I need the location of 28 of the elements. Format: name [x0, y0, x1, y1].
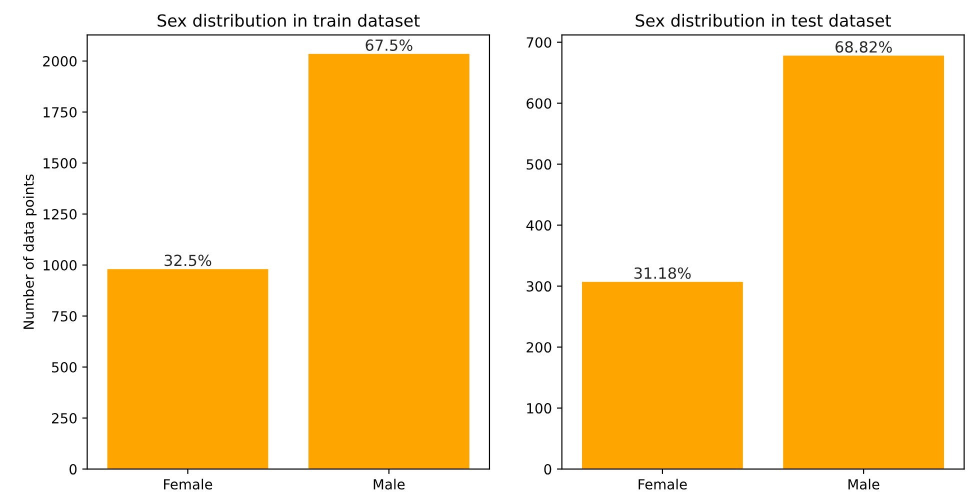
annotation: 68.82% [836, 41, 892, 53]
y-tick-label: 500 [52, 362, 77, 373]
x-tick-label: Male [848, 478, 880, 490]
y-tick-label: 1500 [44, 158, 77, 169]
y-tick-label: 1000 [44, 260, 77, 271]
y-tick-label: 500 [526, 159, 552, 170]
y-tick-label: 2000 [43, 56, 77, 67]
annotation: 67.5% [366, 39, 412, 51]
y-tick-label: 700 [526, 37, 552, 48]
chart-title: Sex distribution in train dataset [158, 14, 420, 27]
y-tick-label: 0 [544, 464, 552, 475]
y-tick-label: 250 [52, 413, 77, 424]
y-tick-label: 600 [526, 98, 552, 109]
y-axis-title: Number of data points [23, 174, 37, 329]
y-tick-label: 100 [527, 403, 552, 414]
y-tick-label: 200 [526, 342, 552, 353]
x-tick-label: Male [374, 478, 405, 490]
x-tick-label: Female [638, 478, 687, 490]
y-tick-label: 1750 [44, 107, 77, 118]
y-tick-label: 0 [70, 464, 77, 475]
y-tick-label: 300 [526, 281, 552, 292]
chart-title: Sex distribution in test dataset [636, 14, 892, 27]
x-tick-label: Female [164, 478, 212, 490]
annotation: 31.18% [634, 267, 691, 279]
y-tick-label: 1250 [44, 209, 77, 220]
y-tick-label: 750 [52, 311, 77, 322]
y-tick-label: 400 [526, 220, 552, 231]
annotation: 32.5% [164, 254, 212, 266]
